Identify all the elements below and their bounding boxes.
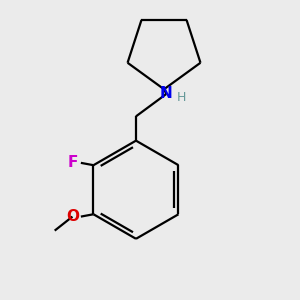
Text: F: F: [67, 155, 78, 170]
Text: N: N: [160, 86, 173, 101]
Text: H: H: [177, 91, 186, 104]
Text: O: O: [66, 209, 79, 224]
